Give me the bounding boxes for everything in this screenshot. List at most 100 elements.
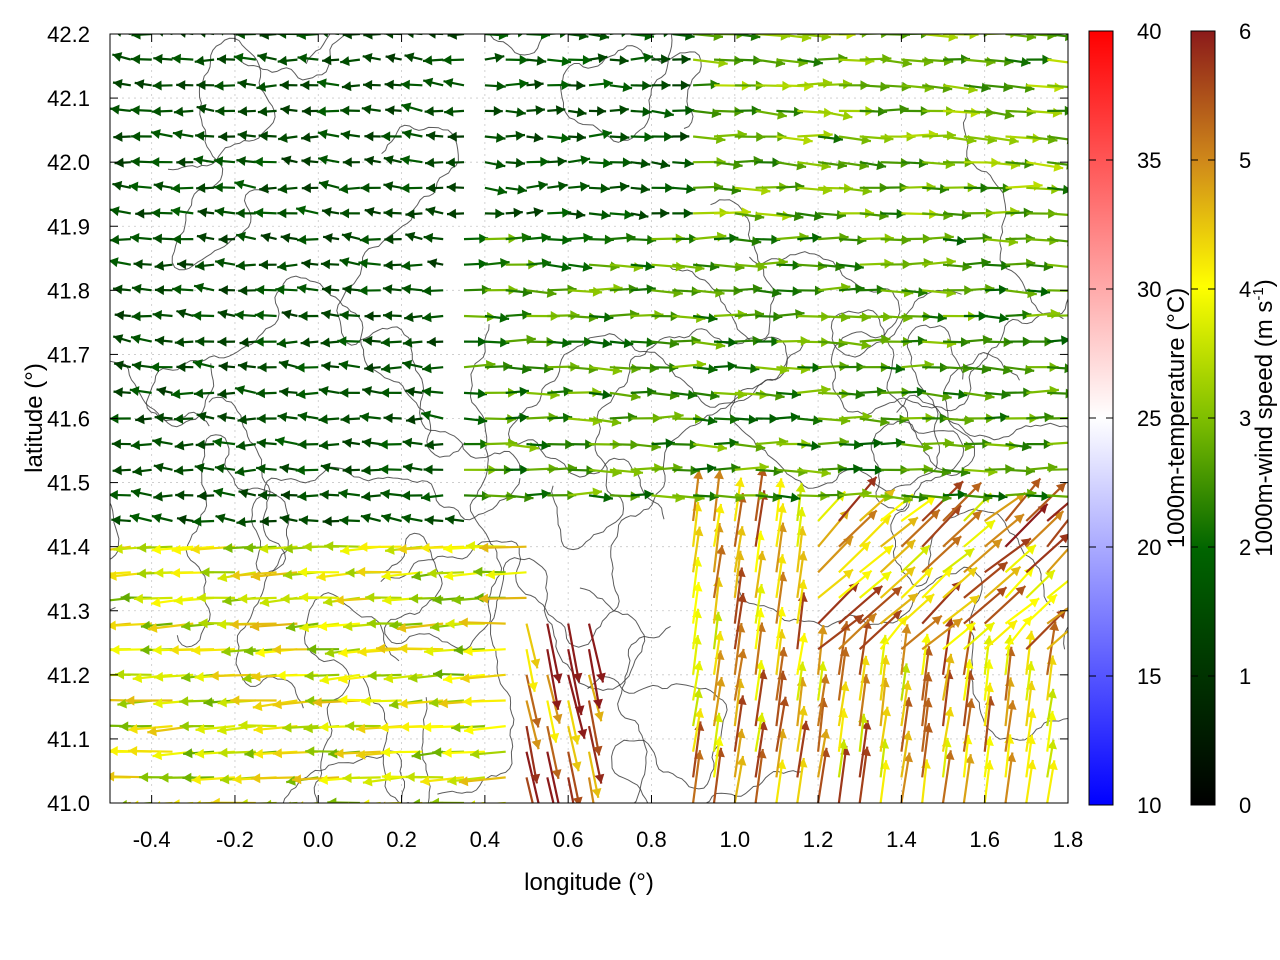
wind-arrow-shaft: [110, 699, 131, 702]
wind-arrow-shaft: [858, 720, 869, 778]
wind-arrow-head: [422, 363, 432, 374]
wind-arrow-head: [533, 132, 544, 143]
y-tick-label: 42.1: [47, 86, 90, 111]
wind-arrow-head: [572, 796, 583, 803]
wind-arrow-head: [917, 287, 928, 298]
wind-arrow-shaft: [110, 84, 111, 86]
wind-arrow-head: [112, 465, 122, 476]
wind-arrow-head: [131, 360, 142, 371]
wind-arrow-head: [1071, 310, 1080, 320]
contour-line: [749, 251, 1064, 416]
wind-arrow-head: [984, 622, 995, 633]
wind-arrow-head: [217, 697, 227, 708]
x-tick-label: 0.4: [470, 827, 501, 852]
wind-arrow-head: [801, 34, 812, 43]
wind-arrow-head: [93, 670, 102, 680]
wind-arrow-head: [432, 747, 442, 758]
wind-arrow-head: [409, 593, 419, 604]
wind-arrow-head: [180, 34, 186, 38]
wind-arrow-head: [232, 774, 242, 785]
wind-arrow-head: [253, 156, 263, 167]
wind-arrow-head: [113, 387, 123, 398]
contour-line: [736, 566, 1068, 741]
wind-arrow-head: [235, 208, 245, 219]
wind-arrow-head: [623, 338, 634, 349]
wind-arrow-head: [526, 334, 536, 345]
wind-arrow-head: [327, 797, 337, 803]
wind-arrow-head: [967, 567, 977, 578]
wind-arrow-head: [177, 259, 187, 270]
wind-arrow-head: [298, 567, 307, 578]
wind-arrow-head: [324, 541, 334, 552]
wind-arrow-head: [612, 467, 622, 478]
wind-arrow-head: [842, 79, 853, 90]
wind-arrow-head: [90, 772, 99, 782]
wind-arrow-head: [861, 720, 872, 730]
wind-arrow-head: [338, 360, 349, 371]
wind-arrow-head: [256, 81, 266, 92]
wind-arrow-head: [383, 155, 394, 165]
wind-arrow-shaft: [110, 58, 111, 60]
wind-arrow-head: [379, 722, 389, 733]
wind-arrow-head: [358, 285, 368, 296]
wind-arrow-head: [357, 646, 367, 657]
wind-arrow-head: [443, 543, 453, 554]
wind-arrow-head: [629, 309, 640, 320]
wind-arrow-head: [883, 545, 894, 555]
wind-arrow-head: [627, 412, 638, 423]
wind-arrow-head: [519, 412, 529, 423]
wind-arrow-head: [541, 232, 551, 243]
wind-arrow-head: [171, 53, 181, 64]
wind-arrow-head: [361, 104, 372, 115]
wind-arrow-head: [317, 621, 328, 632]
wind-arrow-head: [383, 673, 394, 684]
wind-arrow-head: [213, 156, 224, 167]
wind-arrow-head: [203, 697, 213, 708]
wind-arrow-head: [813, 57, 823, 67]
wind-arrow-head: [151, 106, 161, 117]
wind-arrow-head: [277, 412, 288, 422]
wind-arrow-head: [1006, 752, 1017, 763]
wind-arrow-head: [110, 571, 117, 581]
wind-arrow-head: [360, 182, 370, 193]
wind-arrow-head: [465, 541, 475, 551]
wind-arrow-head: [797, 706, 808, 716]
wind-arrow-head: [383, 181, 394, 192]
contour-line: [437, 557, 646, 795]
wind-arrow-shaft: [546, 623, 561, 684]
wind-arrow-head: [153, 53, 163, 64]
wind-arrow-head: [137, 568, 147, 579]
wind-arrow-head: [194, 463, 205, 473]
wind-arrow-shaft: [1046, 621, 1057, 675]
wind-arrow-shaft: [525, 777, 534, 803]
wind-arrow-head: [236, 440, 246, 451]
contour-line: [559, 34, 702, 143]
wind-arrow-head: [338, 183, 349, 194]
wind-arrow-head: [209, 670, 219, 681]
wind-arrow-head: [384, 234, 394, 245]
wind-arrow-head: [522, 287, 532, 297]
wind-arrow-head: [728, 337, 738, 348]
wind-arrow-head: [93, 132, 102, 142]
wind-arrow-head: [194, 282, 204, 293]
wind-arrow-head: [943, 56, 954, 66]
wind-arrow-head: [737, 129, 747, 140]
wind-arrow-shaft: [110, 418, 111, 420]
wind-arrow-head: [338, 647, 348, 658]
wind-arrow-head: [337, 336, 347, 347]
wind-arrow-head: [151, 597, 161, 608]
wind-arrow-head: [196, 183, 206, 193]
wind-arrow-head: [422, 312, 432, 323]
wind-arrow-head: [562, 412, 573, 423]
wind-arrow-head: [707, 415, 718, 426]
wind-arrow-head: [345, 567, 355, 578]
wind-arrow-head: [172, 799, 180, 803]
wind-arrow-shaft: [110, 136, 111, 138]
wind-arrow-head: [382, 595, 392, 606]
wind-arrow-head: [896, 208, 906, 219]
wind-arrow-head: [92, 232, 102, 242]
y-tick-label: 41.9: [47, 214, 90, 239]
wind-arrow-head: [171, 389, 181, 399]
wind-arrow-head: [464, 724, 474, 735]
